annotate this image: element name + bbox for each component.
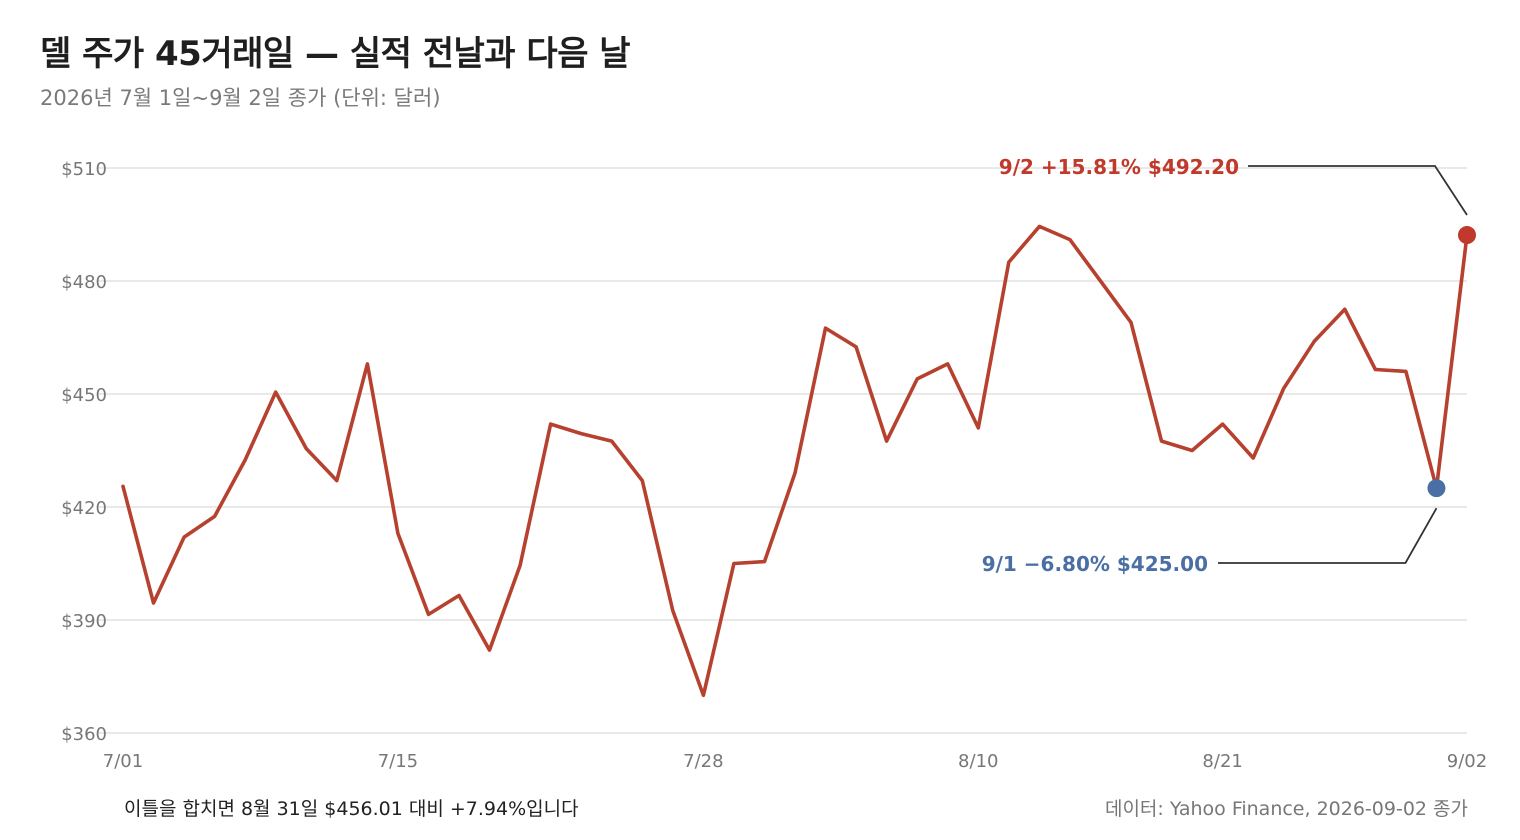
marker-down [1427,479,1446,498]
source-note: 데이터: Yahoo Finance, 2026-09-02 종가 [1104,798,1468,820]
y-tick-label: $450 [61,385,107,406]
x-tick-label: 8/21 [1202,751,1242,772]
grid-layer [97,167,1467,734]
x-tick-label: 7/28 [683,751,723,772]
annotation-layer: 9/2 +15.81% $492.20 9/1 −6.80% $425.00 [982,155,1476,576]
annotation-down: 9/1 −6.80% $425.00 [982,552,1208,576]
y-tick-label: $510 [61,159,107,180]
chart-subtitle: 2026년 7월 1일~9월 2일 종가 (단위: 달러) [40,86,441,110]
x-tick-label: 9/02 [1447,751,1487,772]
y-tick-label: $480 [61,272,107,293]
y-tick-label: $360 [61,724,107,745]
y-tick-label: $420 [61,498,107,519]
line-chart: $360 $390 $420 $450 $480 $510 7/01 7/15 7/28 8/1… [61,155,1487,772]
y-axis: $360 $390 $420 $450 $480 $510 [61,159,107,745]
leader-line [1248,165,1468,216]
x-axis: 7/01 7/15 7/28 8/10 8/21 9/02 [103,751,1487,772]
x-tick-label: 8/10 [958,751,998,772]
annotation-up: 9/2 +15.81% $492.20 [999,155,1239,179]
series-layer [121,224,1469,698]
price-line [121,224,1469,698]
chart-title: 델 주가 45거래일 — 실적 전날과 다음 날 [40,34,631,74]
footnote: 이틀을 합치면 8월 31일 $456.01 대비 +7.94%입니다 [124,798,579,820]
marker-up [1458,226,1476,245]
leader-line [1218,507,1438,564]
x-tick-label: 7/01 [103,751,143,772]
y-tick-label: $390 [61,611,107,632]
x-tick-label: 7/15 [378,751,418,772]
